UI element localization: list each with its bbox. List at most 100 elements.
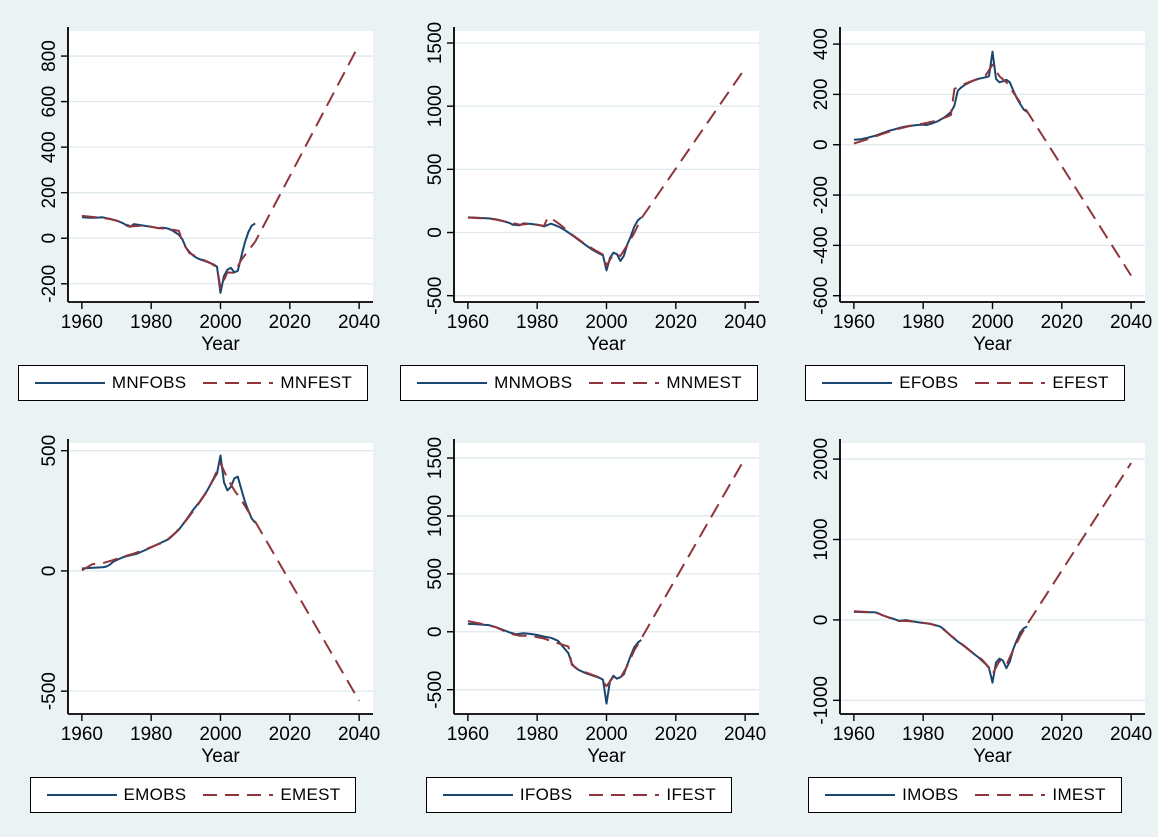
legend-box-if: IFOBS IFEST xyxy=(425,777,733,813)
svg-text:400: 400 xyxy=(39,131,60,163)
svg-text:1980: 1980 xyxy=(516,312,558,333)
svg-text:0: 0 xyxy=(811,615,832,626)
svg-text:2020: 2020 xyxy=(655,724,697,745)
svg-text:1980: 1980 xyxy=(516,724,558,745)
est-line-sample xyxy=(974,376,1046,390)
chart-panel-mnf: -200 0 200 400 600 800 1960 1980 2000 2020 2040 Yea… xyxy=(0,10,386,422)
svg-text:Year: Year xyxy=(973,334,1012,355)
svg-text:2000: 2000 xyxy=(199,312,241,333)
svg-text:500: 500 xyxy=(39,435,60,467)
plot-area-if: -500 0 500 1000 1500 1960 1980 2000 2020 2040 Year xyxy=(425,437,766,767)
obs-line-sample xyxy=(34,376,106,390)
svg-text:2020: 2020 xyxy=(269,312,311,333)
svg-text:1980: 1980 xyxy=(902,312,944,333)
svg-text:2020: 2020 xyxy=(655,312,697,333)
plot-area-em: -500 0 500 1960 1980 2000 2020 2040 Year xyxy=(39,435,380,767)
legend-label-emobs: EMOBS xyxy=(123,785,187,804)
chart-panel-im: -1000 0 1000 2000 1960 1980 2000 2020 2040 Year I… xyxy=(772,422,1158,834)
svg-text:-500: -500 xyxy=(425,671,446,709)
obs-line-sample xyxy=(442,788,514,802)
svg-text:400: 400 xyxy=(811,28,832,60)
svg-text:1960: 1960 xyxy=(833,724,875,745)
est-line-sample xyxy=(974,788,1046,802)
obs-line-sample xyxy=(46,788,118,802)
chart-panel-mnm: -500 0 500 1000 1500 1960 1980 2000 2020 2040 Year… xyxy=(386,10,772,422)
legend-label-mnmobs: MNMOBS xyxy=(494,373,573,392)
svg-text:1000: 1000 xyxy=(425,85,446,127)
svg-text:-600: -600 xyxy=(811,277,832,315)
svg-text:500: 500 xyxy=(425,558,446,590)
legend-label-emest: EMEST xyxy=(280,785,341,804)
legend-label-efobs: EFOBS xyxy=(899,373,959,392)
svg-text:1980: 1980 xyxy=(130,724,172,745)
svg-text:0: 0 xyxy=(425,227,446,238)
svg-text:2020: 2020 xyxy=(1041,312,1083,333)
svg-text:2040: 2040 xyxy=(1110,724,1152,745)
svg-text:Year: Year xyxy=(587,746,626,767)
svg-text:0: 0 xyxy=(811,139,832,150)
svg-text:2020: 2020 xyxy=(1041,724,1083,745)
svg-text:1960: 1960 xyxy=(833,312,875,333)
svg-text:Year: Year xyxy=(973,746,1012,767)
svg-text:2040: 2040 xyxy=(338,312,380,333)
est-line-sample xyxy=(202,788,274,802)
svg-text:1980: 1980 xyxy=(130,312,172,333)
svg-text:2000: 2000 xyxy=(971,724,1013,745)
obs-line-sample xyxy=(824,788,896,802)
svg-text:2040: 2040 xyxy=(338,724,380,745)
est-line-sample xyxy=(588,376,660,390)
est-line-sample xyxy=(588,788,660,802)
legend-label-mnmest: MNMEST xyxy=(666,373,742,392)
chart-panel-em: -500 0 500 1960 1980 2000 2020 2040 Year EMOBS E… xyxy=(0,422,386,834)
svg-text:2020: 2020 xyxy=(269,724,311,745)
legend-label-mnfobs: MNFOBS xyxy=(111,373,187,392)
legend-label-imobs: IMOBS xyxy=(902,785,959,804)
svg-text:800: 800 xyxy=(39,40,60,72)
obs-line-sample xyxy=(821,376,893,390)
svg-text:-500: -500 xyxy=(39,672,60,710)
svg-text:2000: 2000 xyxy=(811,438,832,480)
svg-text:Year: Year xyxy=(587,334,626,355)
obs-line-sample xyxy=(416,376,488,390)
svg-text:600: 600 xyxy=(39,86,60,118)
chart-panel-if: -500 0 500 1000 1500 1960 1980 2000 2020 2040 Year… xyxy=(386,422,772,834)
svg-text:-500: -500 xyxy=(425,277,446,315)
legend-box-ef: EFOBS EFEST xyxy=(805,365,1125,401)
svg-text:0: 0 xyxy=(39,566,60,577)
chart-panel-ef: -600 -400 -200 0 200 400 1960 1980 2000 2020 2040 Y… xyxy=(772,10,1158,422)
svg-text:2000: 2000 xyxy=(971,312,1013,333)
svg-text:-1000: -1000 xyxy=(811,676,832,725)
svg-text:2000: 2000 xyxy=(199,724,241,745)
legend-box-em: EMOBS EMEST xyxy=(29,777,357,813)
svg-text:1960: 1960 xyxy=(447,724,489,745)
svg-text:0: 0 xyxy=(39,233,60,244)
svg-text:200: 200 xyxy=(811,79,832,111)
svg-text:-400: -400 xyxy=(811,226,832,264)
legend-label-mnfest: MNFEST xyxy=(280,373,353,392)
plot-area-mnm: -500 0 500 1000 1500 1960 1980 2000 2020 2040 Year xyxy=(425,22,766,355)
svg-text:0: 0 xyxy=(425,626,446,637)
legend-label-imest: IMEST xyxy=(1052,785,1106,804)
svg-text:1000: 1000 xyxy=(811,518,832,560)
svg-text:200: 200 xyxy=(39,177,60,209)
svg-text:Year: Year xyxy=(201,334,240,355)
svg-text:2040: 2040 xyxy=(724,724,766,745)
svg-text:1500: 1500 xyxy=(425,22,446,64)
legend-label-ifobs: IFOBS xyxy=(519,785,573,804)
legend-box-mnf: MNFOBS MNFEST xyxy=(17,365,369,401)
svg-text:1960: 1960 xyxy=(61,724,103,745)
legend-box-mnm: MNMOBS MNMEST xyxy=(400,365,758,401)
svg-text:-200: -200 xyxy=(811,176,832,214)
plot-area-ef: -600 -400 -200 0 200 400 1960 1980 2000 2020 2040 Y… xyxy=(811,27,1152,355)
svg-text:1980: 1980 xyxy=(902,724,944,745)
legend-label-ifest: IFEST xyxy=(666,785,717,804)
svg-text:1960: 1960 xyxy=(61,312,103,333)
est-line-sample xyxy=(202,376,274,390)
svg-text:-200: -200 xyxy=(39,265,60,303)
svg-text:1000: 1000 xyxy=(425,495,446,537)
legend-label-efest: EFEST xyxy=(1052,373,1109,392)
svg-text:2040: 2040 xyxy=(1110,312,1152,333)
svg-text:2000: 2000 xyxy=(585,724,627,745)
svg-text:500: 500 xyxy=(425,153,446,185)
